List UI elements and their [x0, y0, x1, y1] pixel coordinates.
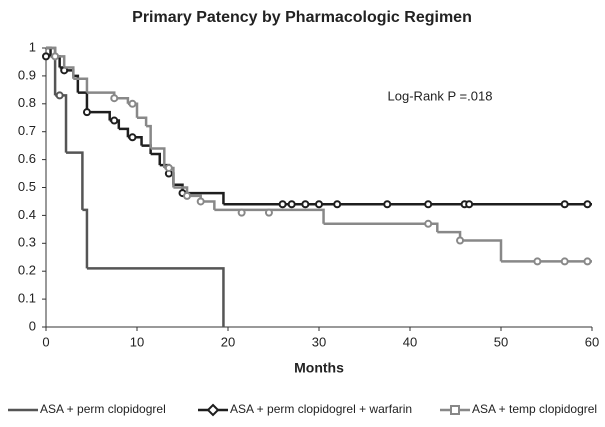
censor-mark [301, 200, 310, 209]
x-tick-label: 50 [494, 334, 508, 349]
step-segment [82, 208, 89, 269]
step-segment [146, 124, 152, 149]
chart-title: Primary Patency by Pharmacologic Regimen [132, 9, 472, 26]
y-tick-label: 0.3 [18, 235, 36, 250]
y-tick-label: 0.2 [18, 263, 36, 278]
censor-mark [583, 257, 592, 266]
censor-mark [333, 200, 342, 209]
x-tick-label: 10 [130, 334, 144, 349]
step-segment [137, 116, 148, 127]
censor-mark [128, 133, 137, 142]
y-tick-label: 0.7 [18, 123, 36, 138]
censor-mark [287, 200, 296, 209]
x-axis-title: Months [294, 360, 344, 376]
step-segment [73, 77, 89, 93]
x-tick-label: 20 [221, 334, 235, 349]
censor-mark [465, 200, 474, 209]
censor-mark [533, 257, 542, 266]
censor-mark [237, 208, 246, 217]
censor-mark [424, 219, 433, 228]
legend-item: ASA + perm clopidogrel + warfarin [198, 402, 412, 417]
step-segment [86, 91, 116, 99]
y-tick-label: 0.9 [18, 67, 36, 82]
x-tick-label: 40 [403, 334, 417, 349]
step-segment [323, 222, 439, 233]
censor-mark [456, 236, 465, 245]
step-segment [141, 144, 152, 155]
censor-mark [264, 208, 273, 217]
censor-mark [110, 116, 119, 125]
censor-mark [315, 200, 323, 209]
censor-mark [424, 200, 433, 209]
step-segment [64, 66, 75, 79]
step-segment [200, 200, 216, 210]
censor-mark [196, 197, 205, 206]
annotation: Log-Rank P =.018 [388, 88, 493, 103]
censor-mark [51, 52, 60, 61]
y-tick-label: 0.4 [18, 207, 36, 222]
censor-mark [183, 191, 192, 200]
y-tick-label: 0.6 [18, 151, 36, 166]
censor-mark [583, 200, 592, 209]
y-tick-label: 0.8 [18, 95, 36, 110]
legend-label: ASA + temp clopidogrel [472, 402, 597, 416]
legend-item: ASA + perm clopidogrel [8, 402, 166, 416]
step-segment [214, 208, 325, 224]
legend-label: ASA + perm clopidogrel [40, 402, 166, 416]
censor-mark [110, 94, 119, 103]
x-tick-label: 0 [42, 334, 49, 349]
step-segment [150, 152, 161, 166]
x-tick-label: 60 [585, 334, 599, 349]
step-segment [182, 191, 225, 205]
censor-mark [278, 200, 287, 209]
censor-mark [164, 163, 173, 172]
y-tick-label: 0.1 [18, 291, 36, 306]
step-segment [86, 110, 111, 121]
step-segment [66, 151, 84, 210]
step-segment [86, 267, 225, 327]
legend-item: ASA + temp clopidogrel [440, 402, 597, 416]
y-tick-label: 0 [29, 318, 36, 333]
censor-mark [42, 52, 50, 61]
legend-marker [206, 403, 220, 417]
step-segment [55, 94, 68, 153]
step-segment [118, 127, 130, 138]
step-segment [150, 147, 166, 168]
censor-mark [560, 200, 569, 209]
step-segment [460, 239, 503, 262]
censor-mark [82, 108, 91, 117]
censor-mark [560, 257, 569, 266]
step-segment [114, 96, 130, 104]
y-tick-label: 1 [29, 39, 36, 54]
legend-marker [450, 405, 460, 415]
x-tick-label: 30 [312, 334, 326, 349]
y-tick-label: 0.5 [18, 179, 36, 194]
censor-mark [128, 99, 137, 108]
censor-mark [383, 200, 392, 209]
legend-label: ASA + perm clopidogrel + warfarin [230, 402, 412, 416]
step-segment [73, 74, 80, 93]
censor-mark [55, 91, 64, 100]
